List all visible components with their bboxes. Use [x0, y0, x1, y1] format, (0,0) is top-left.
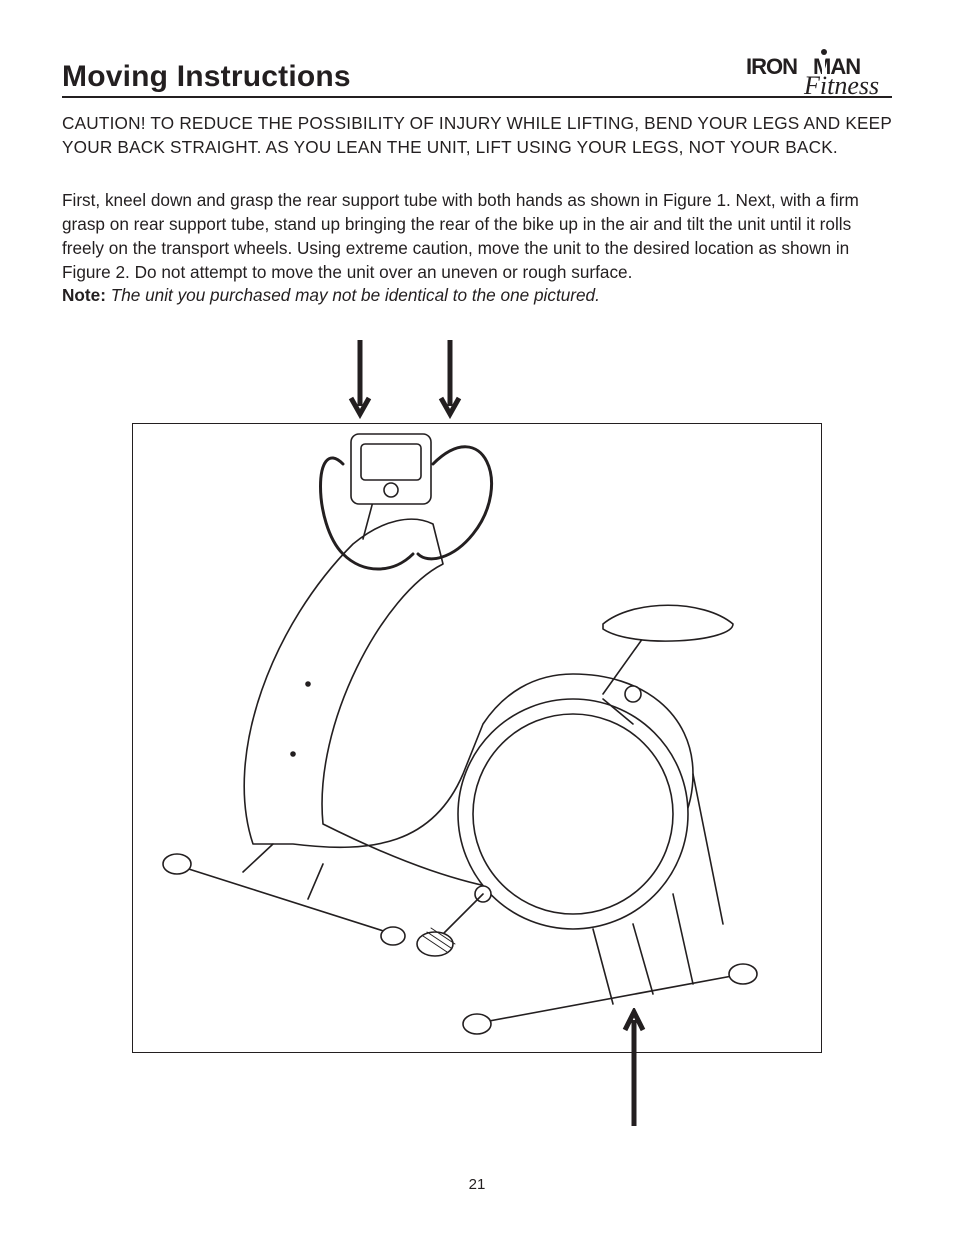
- exercise-bike-illustration: [133, 424, 821, 1052]
- note-text: The unit you purchased may not be identi…: [106, 285, 600, 305]
- figure-box: [132, 423, 822, 1053]
- header-row: Moving Instructions IRON MAN Fitness: [62, 50, 892, 98]
- caution-paragraph: CAUTION! TO REDUCE THE POSSIBILITY OF IN…: [62, 112, 892, 159]
- page: Moving Instructions IRON MAN Fitness CAU…: [0, 0, 954, 1235]
- arrow-down-icon: [348, 338, 372, 424]
- note-line: Note: The unit you purchased may not be …: [62, 284, 892, 308]
- arrow-up-icon: [622, 1008, 646, 1128]
- body-text: CAUTION! TO REDUCE THE POSSIBILITY OF IN…: [62, 112, 892, 308]
- brand-logo: IRON MAN Fitness: [746, 50, 892, 94]
- page-title: Moving Instructions: [62, 60, 351, 94]
- arrow-down-icon: [438, 338, 462, 424]
- svg-text:IRON: IRON: [746, 54, 797, 79]
- instruction-paragraph: First, kneel down and grasp the rear sup…: [62, 189, 892, 284]
- figure-area: [132, 338, 822, 1118]
- note-label: Note:: [62, 285, 106, 305]
- svg-text:Fitness: Fitness: [803, 71, 879, 100]
- page-number: 21: [0, 1176, 954, 1193]
